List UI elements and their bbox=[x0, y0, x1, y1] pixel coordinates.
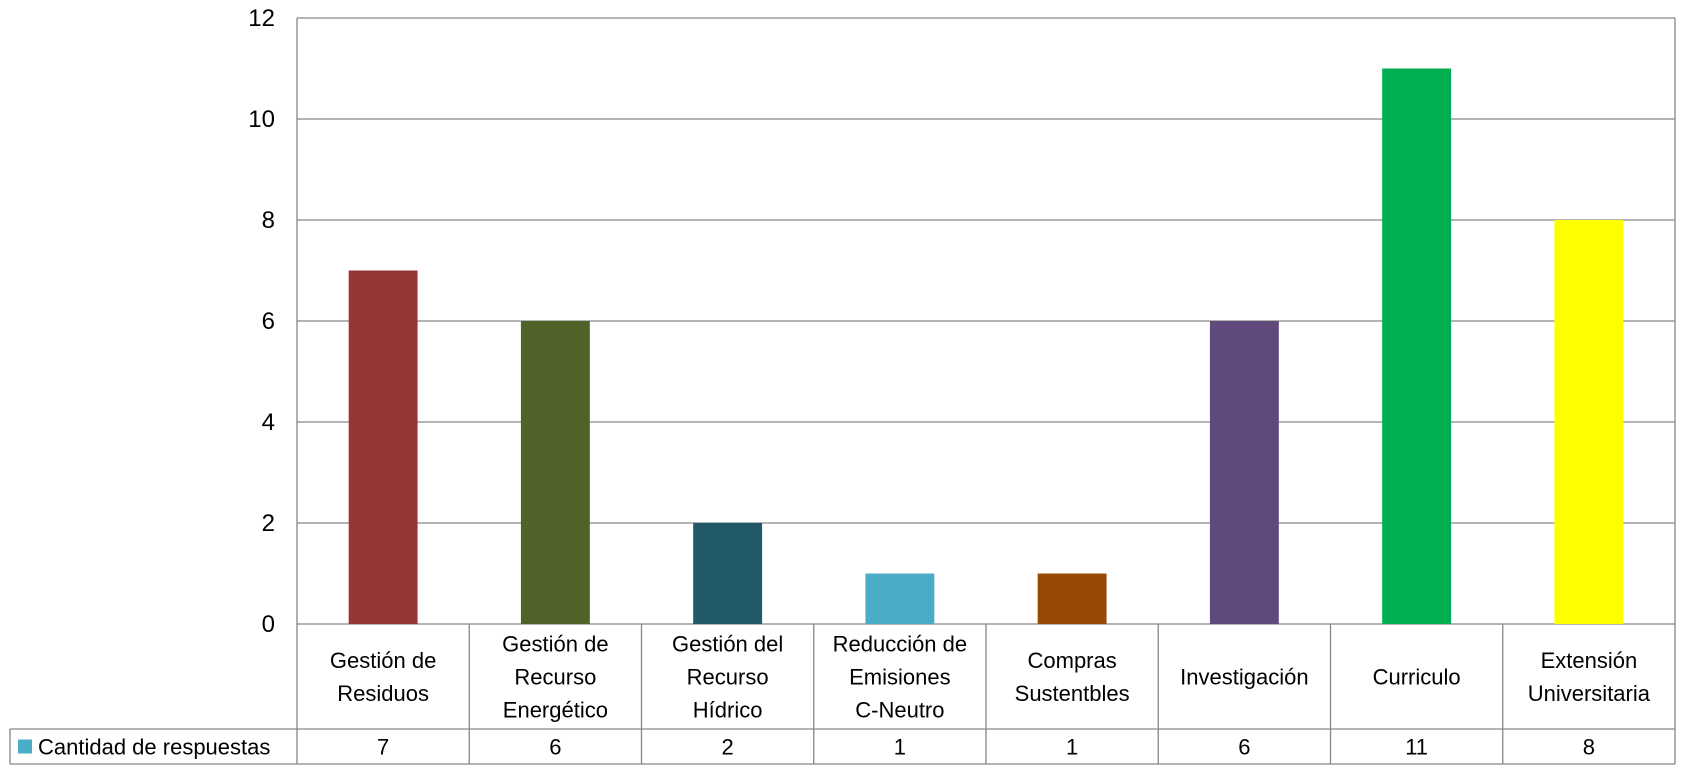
data-value-label: 6 bbox=[1238, 735, 1250, 760]
category-label: Gestión de Residuos bbox=[330, 648, 436, 706]
legend-key bbox=[18, 739, 32, 754]
bar bbox=[693, 523, 763, 624]
bar bbox=[1382, 68, 1452, 624]
data-value-label: 1 bbox=[1066, 735, 1078, 760]
y-tick-label: 2 bbox=[262, 510, 275, 537]
bar bbox=[1554, 220, 1624, 624]
category-label: Gestión de Recurso Energético bbox=[502, 632, 608, 723]
bar bbox=[1209, 321, 1279, 624]
data-value-label: 2 bbox=[722, 735, 734, 760]
category-label: Investigación bbox=[1180, 665, 1308, 690]
data-value-label: 1 bbox=[894, 735, 906, 760]
y-tick-label: 10 bbox=[248, 106, 275, 133]
category-label: Curriculo bbox=[1373, 665, 1461, 690]
legend-label: Cantidad de respuestas bbox=[38, 735, 270, 760]
data-value-label: 7 bbox=[377, 735, 389, 760]
y-tick-label: 6 bbox=[262, 308, 275, 335]
category-label: Compras Sustentbles bbox=[1015, 648, 1130, 706]
category-label: Reducción de Emisiones C-Neutro bbox=[833, 632, 968, 723]
bar bbox=[520, 321, 590, 624]
data-value-label: 8 bbox=[1583, 735, 1595, 760]
y-axis-ticks: 0 2 4 6 8 10 12 bbox=[248, 5, 275, 638]
bars bbox=[348, 68, 1624, 624]
y-tick-label: 8 bbox=[262, 207, 275, 234]
bar bbox=[348, 270, 418, 624]
y-tick-label: 0 bbox=[262, 611, 275, 638]
data-value-label: 6 bbox=[549, 735, 561, 760]
bar bbox=[865, 573, 935, 624]
y-tick-label: 4 bbox=[262, 409, 275, 436]
data-value-label: 11 bbox=[1405, 735, 1428, 760]
bar bbox=[1037, 573, 1107, 624]
data-table: Gestión de Residuos Gestión de Recurso Energ… bbox=[9, 624, 1675, 765]
category-label: Gestión del Recurso Hídrico bbox=[672, 632, 783, 723]
category-label: Extensión Universitaria bbox=[1528, 648, 1651, 706]
y-tick-label: 12 bbox=[248, 5, 275, 32]
